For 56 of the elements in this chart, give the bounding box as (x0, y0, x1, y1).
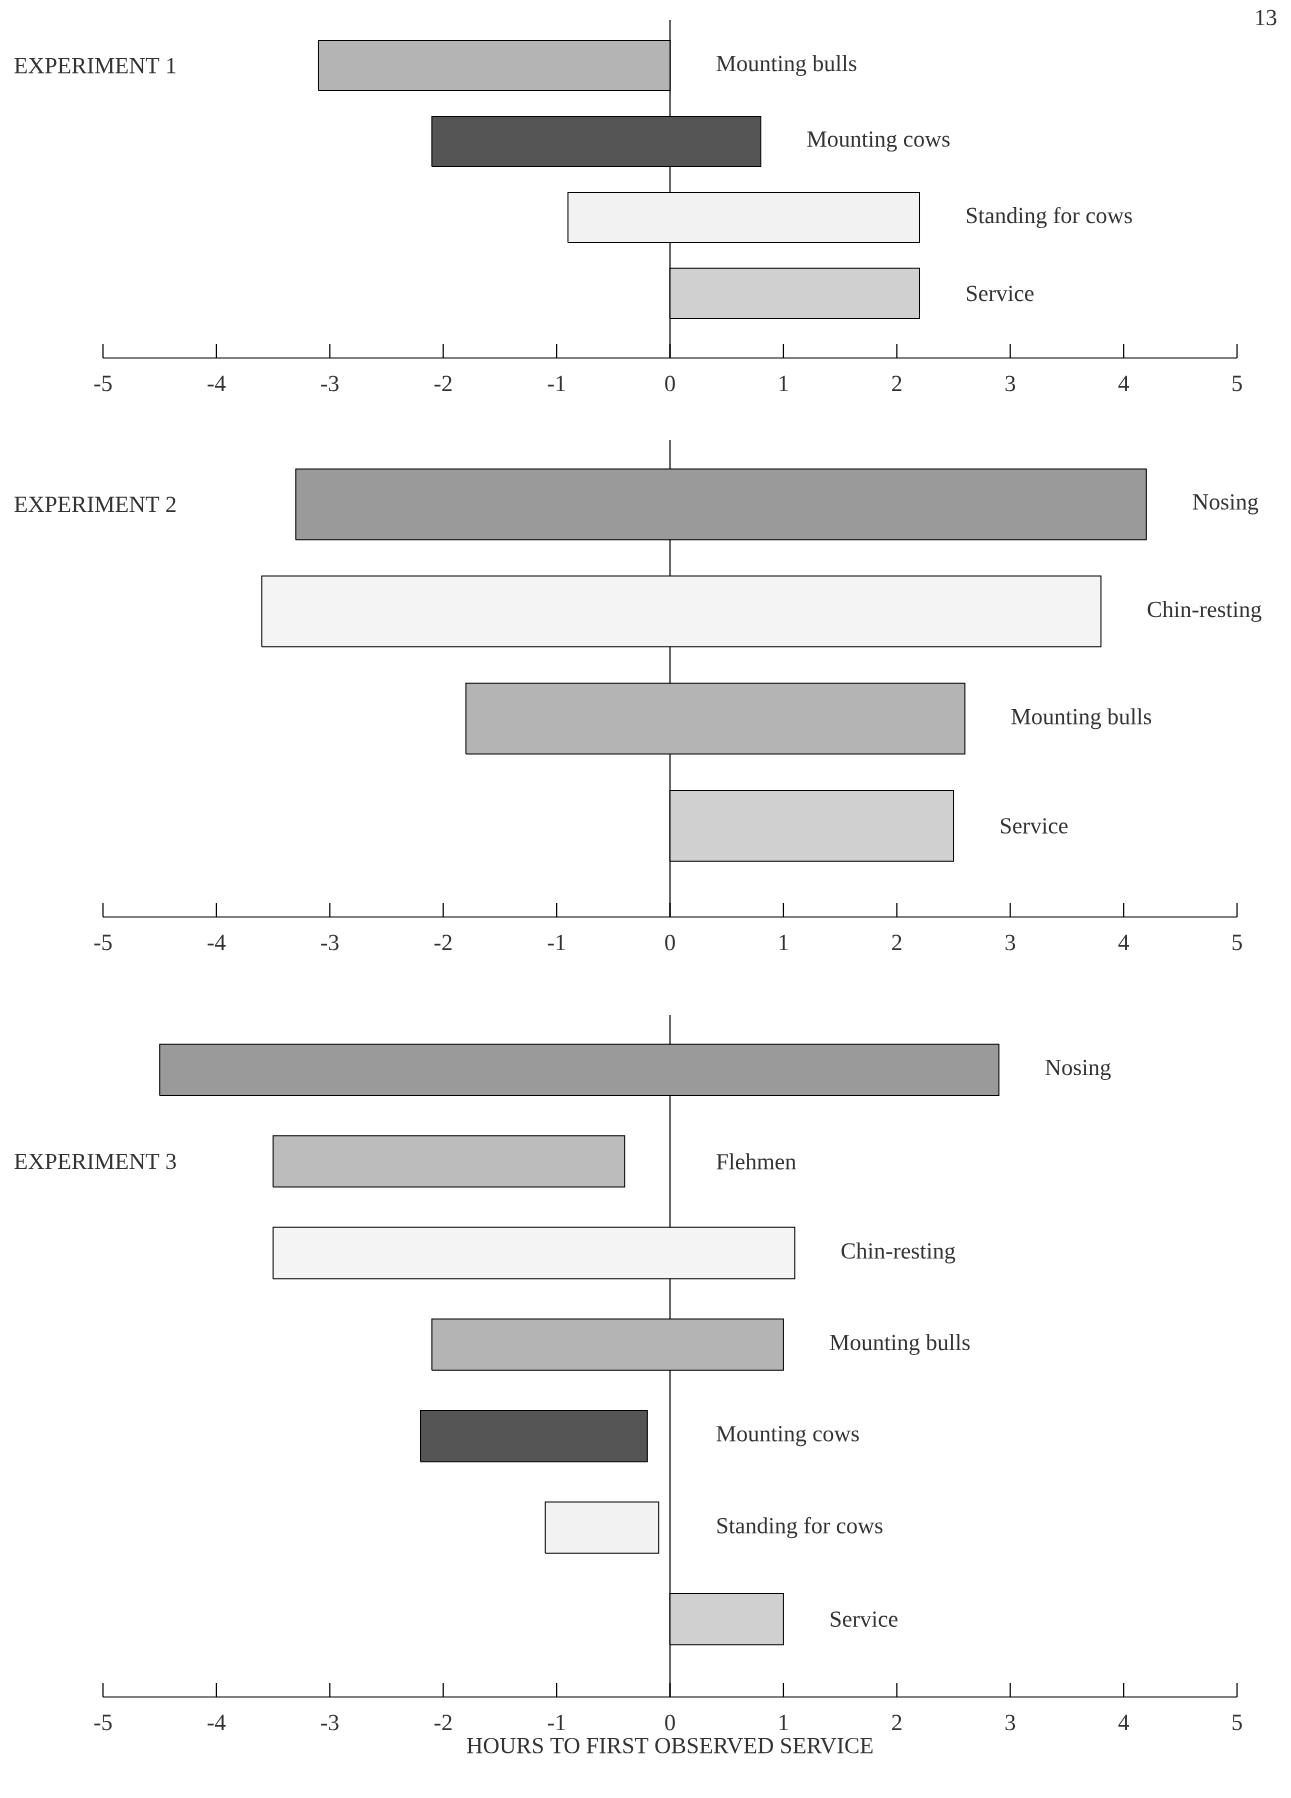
y-tick-label: Service (1000, 818, 1068, 834)
text: EXPERIMENT 1 (14, 57, 176, 74)
y-tick-label: Mounting bulls (1011, 708, 1152, 730)
x-tick-label: 0 (665, 375, 675, 392)
x-tick-label: 4 (1118, 934, 1130, 950)
x-tick-label: 1 (779, 375, 788, 392)
x-tick-label: -1 (547, 375, 565, 392)
x-tick-label: 5 (1232, 375, 1242, 392)
y-tick-label: Nosing (1192, 494, 1259, 515)
x-tick-label: 0 (665, 1714, 675, 1731)
x-tick-label: 3 (1005, 375, 1016, 392)
x-tick-label: -4 (207, 1714, 226, 1730)
text: 13 (1256, 9, 1277, 26)
x-tick-label: 1 (779, 934, 788, 951)
x-tick-label: -1 (547, 1714, 565, 1731)
x-tick-label: -3 (321, 1714, 339, 1731)
x-tick-label: 2 (892, 934, 902, 951)
x-tick-label: -5 (94, 375, 112, 392)
x-tick-label: -2 (434, 375, 452, 392)
y-tick-label: Standing for cows (717, 1517, 883, 1539)
x-tick-label: -1 (547, 934, 565, 951)
y-tick-label: Mounting bulls (716, 55, 857, 77)
y-tick-label: Service (830, 1611, 898, 1627)
text: EXPERIMENT 2 (14, 496, 176, 512)
y-tick-label: Mounting cows (716, 1426, 859, 1447)
x-tick-label: 5 (1232, 934, 1242, 951)
x-tick-label: 2 (892, 375, 902, 392)
bar (544, 1501, 660, 1554)
x-tick-label: 3 (1005, 1714, 1016, 1731)
y-tick-label: Chin-resting (1147, 601, 1262, 622)
x-tick-label: -2 (434, 934, 452, 951)
x-tick-label: 4 (1118, 375, 1130, 391)
x-tick-label: 0 (665, 934, 675, 951)
x-tick-label: -4 (207, 934, 226, 950)
x-tick-label: 1 (779, 1714, 788, 1731)
y-tick-label: Mounting cows (807, 131, 950, 152)
y-tick-label: Service (966, 285, 1034, 302)
y-tick-label: Mounting bulls (829, 1334, 970, 1356)
y-tick-label: Standing for cows (966, 206, 1132, 229)
x-axis-title: HOURS TO FIRST OBSERVED SERVICE (466, 1737, 873, 1754)
y-tick-label: Nosing (1045, 1059, 1111, 1081)
y-tick-label: Chin-resting (841, 1242, 956, 1264)
x-tick-label: 3 (1005, 934, 1016, 951)
x-tick-label: -5 (94, 934, 112, 951)
x-tick-label: -3 (321, 375, 339, 392)
x-tick-label: -2 (434, 1714, 452, 1731)
x-tick-label: 5 (1232, 1714, 1242, 1731)
x-tick-label: -5 (94, 1714, 112, 1731)
bar (272, 1135, 626, 1188)
x-tick-label: 4 (1118, 1714, 1130, 1730)
text: EXPERIMENT 3 (14, 1153, 176, 1170)
x-tick-label: -4 (207, 375, 226, 391)
x-tick-label: -3 (321, 934, 339, 951)
bar (420, 1409, 648, 1463)
x-tick-label: 2 (892, 1714, 902, 1731)
y-tick-label: Flehmen (716, 1153, 797, 1170)
